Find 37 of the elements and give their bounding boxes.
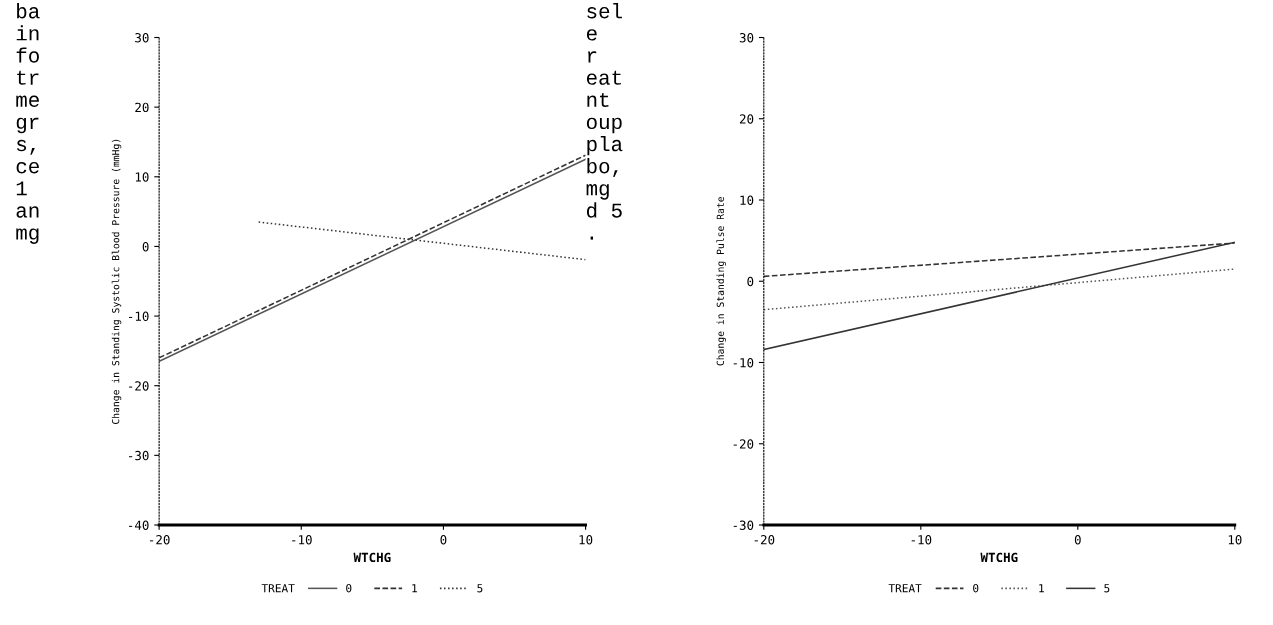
y-axis-title: Change in Standing Systolic Blood Pressure (mmHg) [111, 139, 122, 424]
legend-label: 5 [1104, 584, 1110, 593]
x-axis-title: WTCHG [353, 552, 391, 563]
legend-title: TREAT [888, 584, 922, 593]
y-tick-label: 10 [135, 172, 149, 182]
y-tick-label: -40 [129, 520, 149, 530]
x-tick-label: -10 [292, 535, 312, 545]
x-tick-label: -20 [754, 535, 775, 545]
y-tick-label: 30 [135, 33, 149, 43]
y-tick-label: -20 [129, 381, 149, 391]
text: ba in fo tr me gr s, ce 1 an mg [16, 3, 40, 244]
x-tick-label: 0 [1074, 535, 1081, 545]
x-tick-label: 0 [440, 535, 447, 545]
y-tick-label: -20 [733, 439, 754, 449]
text: sel e r eat nt oup pla bo, mg d 5 . [586, 3, 623, 240]
y-tick-label: -10 [733, 358, 754, 368]
x-tick-label: -10 [911, 535, 932, 545]
legend-label: 5 [477, 584, 483, 593]
y-tick-label: -30 [129, 450, 149, 461]
y-tick-label: 10 [740, 195, 754, 205]
y-tick-label: 20 [135, 102, 149, 113]
legend-label: 1 [412, 584, 417, 593]
y-axis-title: Change in Standing Pulse Rate [716, 196, 726, 366]
y-tick-label: 20 [739, 114, 754, 124]
y-tick-label: 30 [739, 33, 754, 43]
x-tick-label: 10 [1228, 535, 1242, 545]
y-tick-label: 0 [747, 276, 754, 287]
legend-label: 1 [1039, 584, 1044, 593]
x-axis-title: WTCHG [980, 552, 1018, 563]
y-tick-label: 0 [142, 241, 149, 252]
legend-title: TREAT [261, 584, 295, 593]
legend-label: 0 [346, 584, 352, 593]
x-tick-label: 10 [579, 535, 593, 545]
y-tick-label: -30 [733, 520, 754, 530]
legend-label: 0 [973, 584, 979, 593]
y-tick-label: -10 [129, 311, 149, 322]
x-tick-label: -20 [150, 535, 170, 545]
